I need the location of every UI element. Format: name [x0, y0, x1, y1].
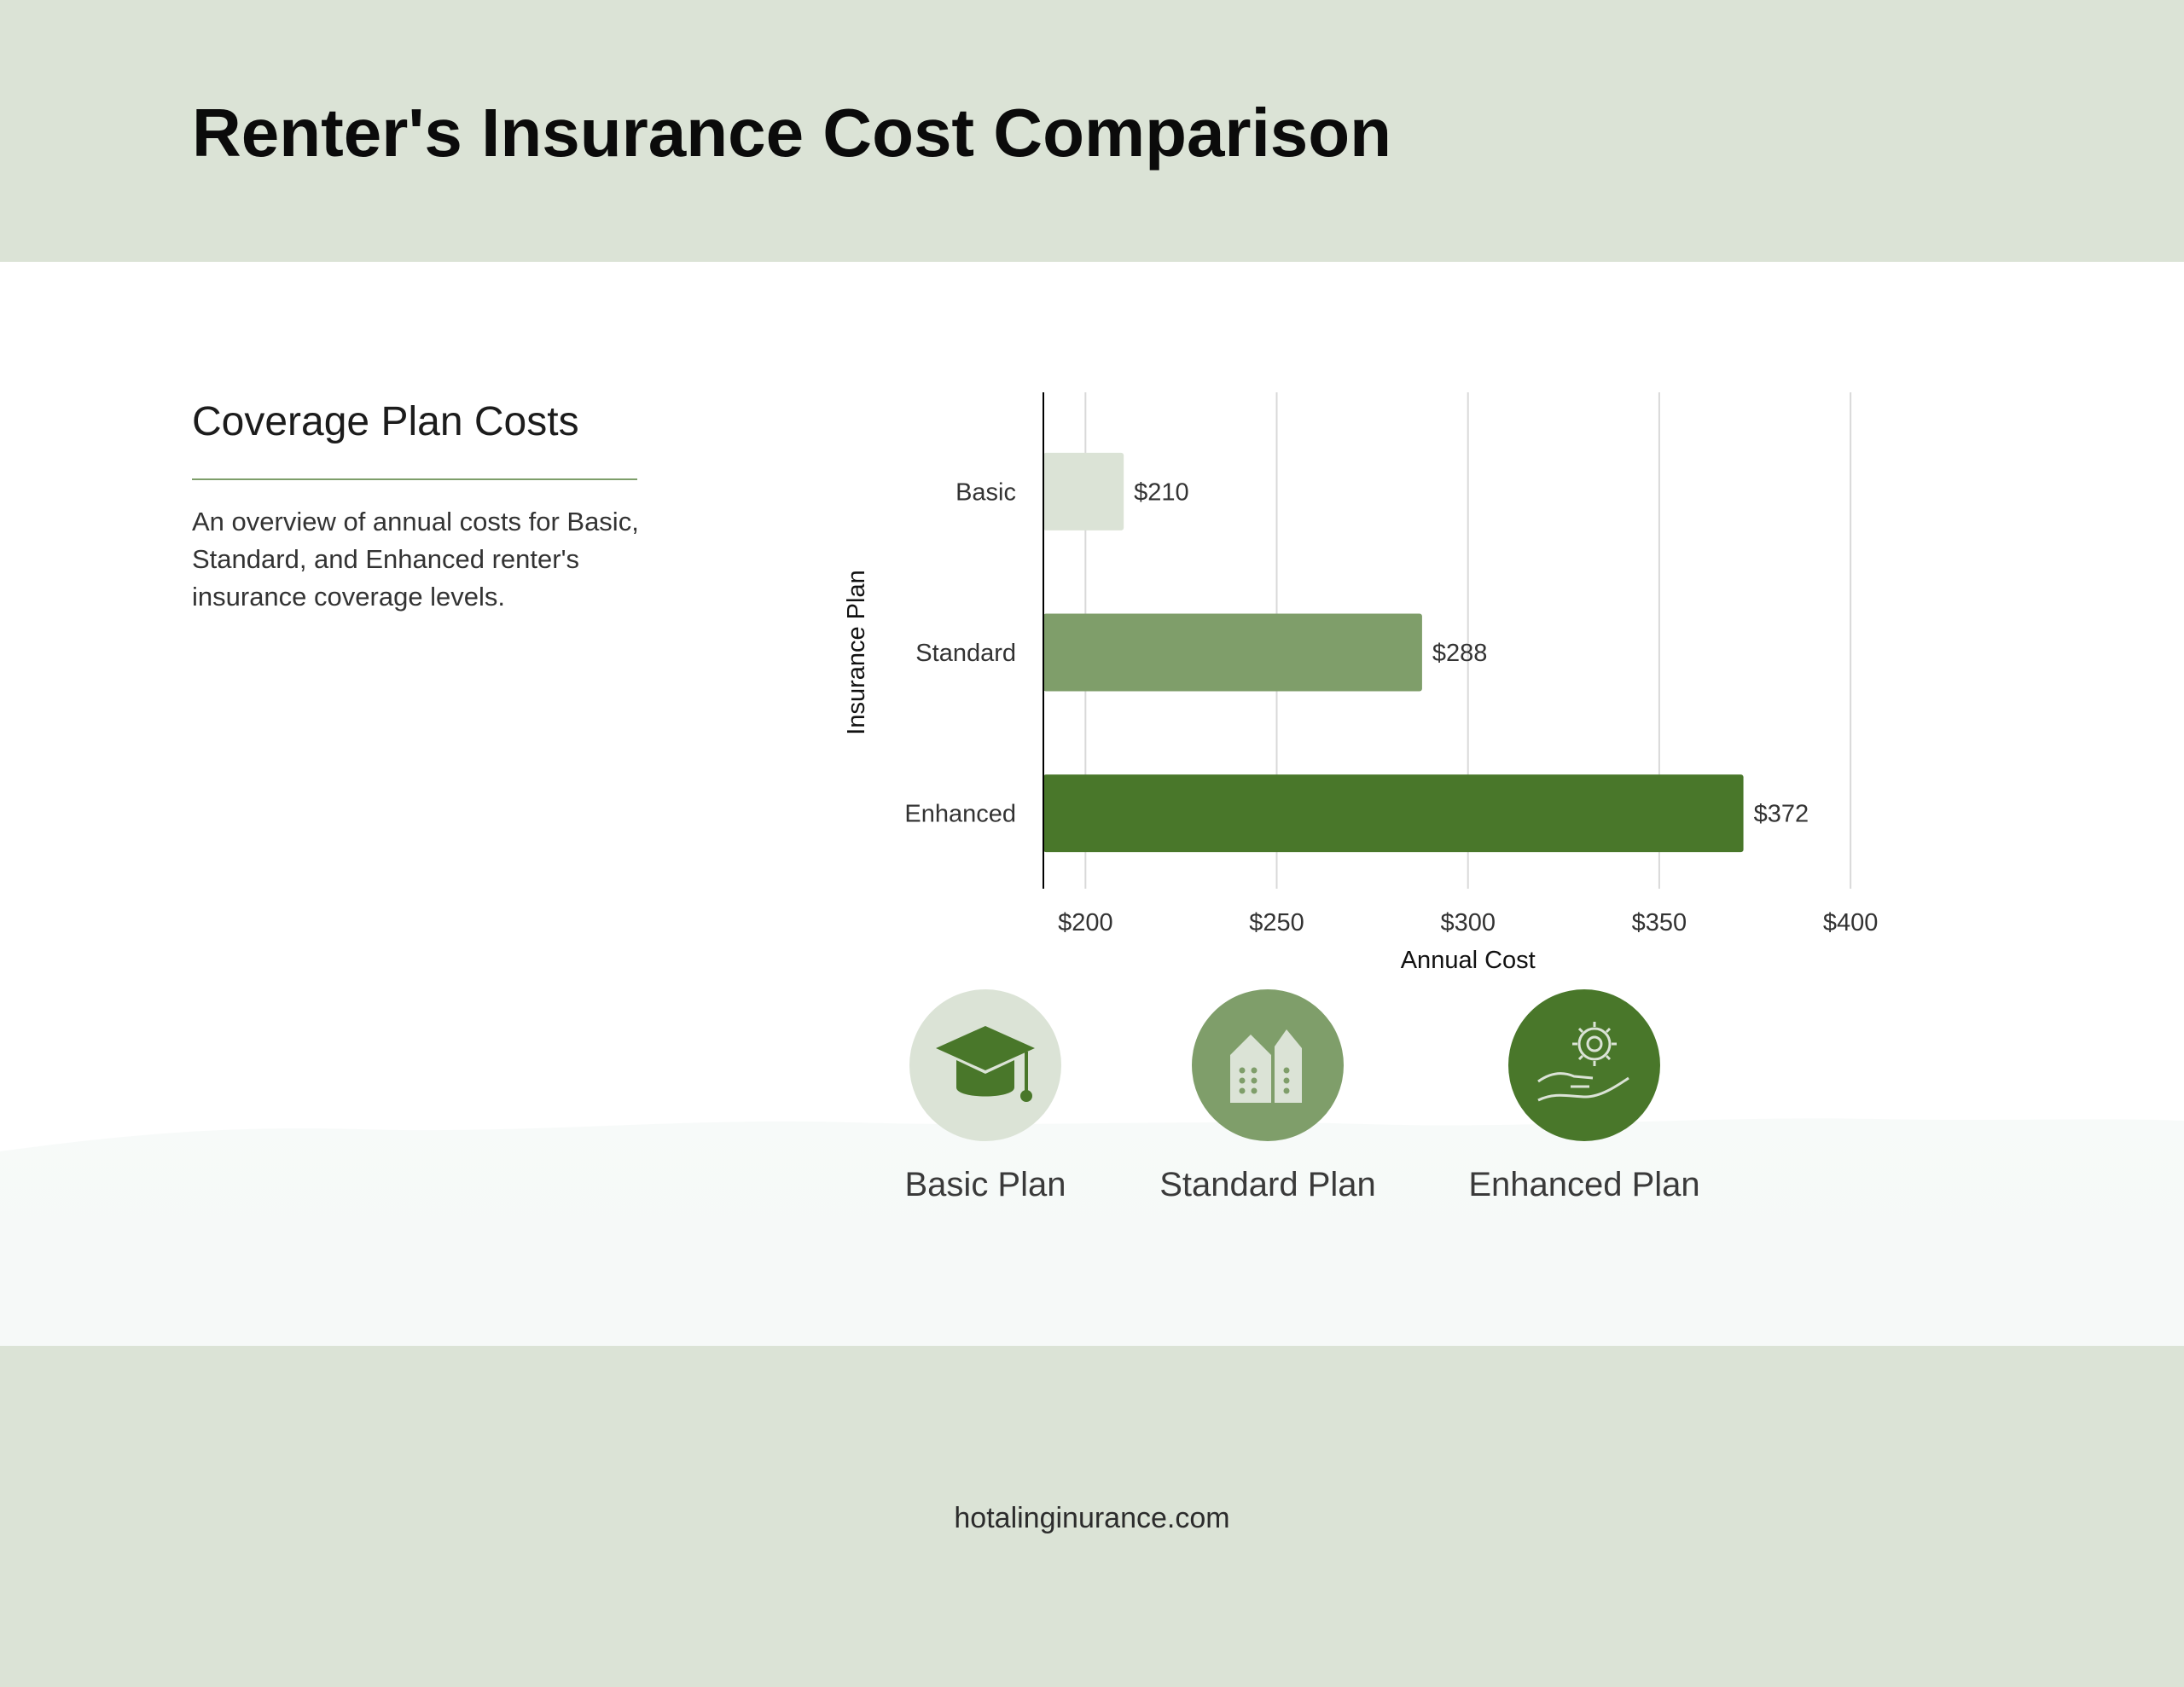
x-tick-label: $400 — [1823, 909, 1879, 936]
plan-label: Enhanced Plan — [1468, 1166, 1700, 1203]
chart-labels: $200 $250 $300 $350 $400 Basic $210 Standard $28… — [904, 478, 1878, 936]
bar-value-label: $210 — [1134, 478, 1189, 506]
x-tick-label: $200 — [1058, 909, 1113, 936]
footer-band — [0, 1346, 2184, 1687]
plan-card-enhanced: Enhanced Plan — [1431, 989, 1738, 1206]
bar-enhanced — [1043, 774, 1744, 853]
plan-card-basic: Basic Plan — [832, 989, 1139, 1206]
plan-circle-standard — [1192, 989, 1344, 1141]
heading-divider — [192, 478, 637, 480]
y-axis-title: Insurance Plan — [843, 570, 870, 734]
footer-url[interactable]: hotalinginurance.com — [954, 1502, 1230, 1534]
bar-value-label: $372 — [1754, 801, 1809, 828]
chart-bars — [1043, 452, 1744, 853]
cost-bar-chart: $200 $250 $300 $350 $400 Basic $210 Standard $28… — [843, 392, 1878, 974]
section-description: An overview of annual costs for Basic, S… — [192, 507, 639, 612]
x-tick-label: $350 — [1632, 909, 1687, 936]
buildings-icon — [1230, 1029, 1302, 1103]
x-tick-label: $300 — [1440, 909, 1496, 936]
bar-standard — [1043, 613, 1422, 692]
page-title: Renter's Insurance Cost Comparison — [192, 95, 1392, 171]
background-mist — [0, 1118, 2184, 1348]
plan-card-standard: Standard Plan — [1114, 989, 1421, 1206]
y-category-label: Basic — [956, 478, 1016, 506]
x-tick-label: $250 — [1249, 909, 1304, 936]
hand-gear-icon — [1537, 1022, 1629, 1102]
plan-label: Standard Plan — [1159, 1166, 1376, 1203]
x-axis-title: Annual Cost — [1401, 947, 1536, 974]
y-category-label: Standard — [915, 640, 1016, 667]
bar-basic — [1043, 452, 1124, 530]
plan-circle-enhanced — [1508, 989, 1660, 1141]
bar-value-label: $288 — [1432, 640, 1488, 667]
graduation-cap-icon — [936, 1026, 1035, 1102]
y-category-label: Enhanced — [904, 801, 1016, 828]
header-band — [0, 0, 2184, 262]
plan-label: Basic Plan — [904, 1166, 1066, 1203]
plan-circle-basic — [909, 989, 1061, 1141]
section-heading: Coverage Plan Costs — [192, 399, 579, 444]
